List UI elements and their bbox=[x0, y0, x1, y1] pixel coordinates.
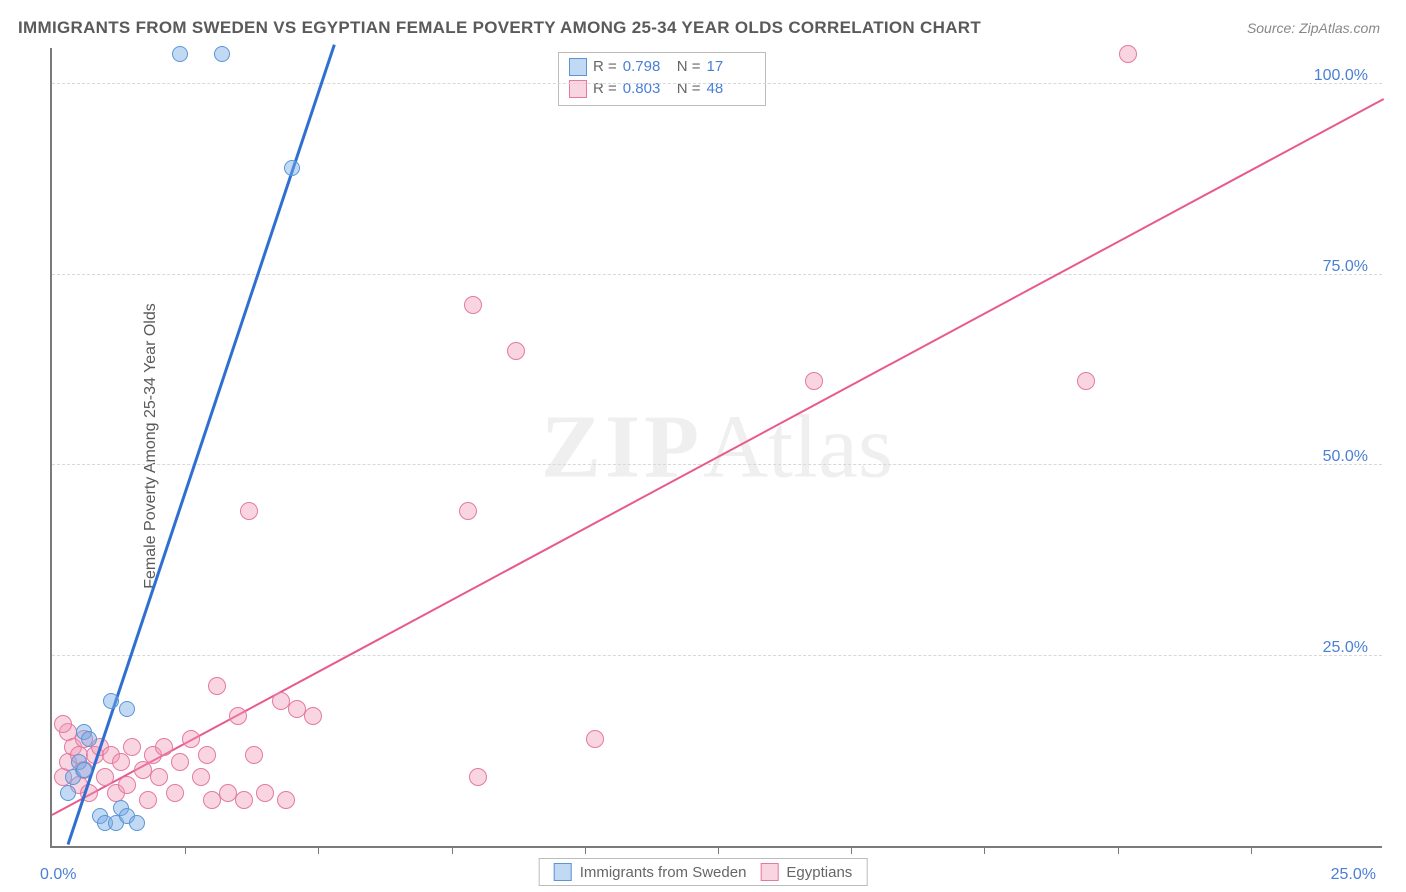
chart-title: IMMIGRANTS FROM SWEDEN VS EGYPTIAN FEMAL… bbox=[18, 18, 981, 38]
data-point-egyptians bbox=[464, 296, 482, 314]
data-point-egyptians bbox=[229, 707, 247, 725]
x-tick bbox=[984, 846, 985, 854]
data-point-egyptians bbox=[277, 791, 295, 809]
data-point-egyptians bbox=[507, 342, 525, 360]
data-point-egyptians bbox=[192, 768, 210, 786]
legend-label-sweden: Immigrants from Sweden bbox=[580, 864, 747, 881]
plot-area: ZIPAtlas R =0.798 N =17 R =0.803 N =48 2… bbox=[50, 48, 1382, 848]
data-point-sweden bbox=[214, 46, 230, 62]
y-tick-label: 100.0% bbox=[1314, 67, 1368, 85]
x-tick bbox=[185, 846, 186, 854]
data-point-egyptians bbox=[139, 791, 157, 809]
data-point-sweden bbox=[284, 160, 300, 176]
data-point-sweden bbox=[81, 731, 97, 747]
r-value-egyptians: 0.803 bbox=[623, 78, 671, 100]
data-point-egyptians bbox=[245, 746, 263, 764]
x-tick bbox=[318, 846, 319, 854]
gridline-h bbox=[52, 464, 1382, 465]
correlation-legend: R =0.798 N =17 R =0.803 N =48 bbox=[558, 52, 766, 106]
legend-item-sweden: Immigrants from Sweden bbox=[554, 863, 747, 881]
data-point-egyptians bbox=[586, 730, 604, 748]
legend-row-sweden: R =0.798 N =17 bbox=[569, 56, 755, 78]
swatch-egyptians-bottom bbox=[760, 863, 778, 881]
data-point-egyptians bbox=[182, 730, 200, 748]
n-value-egyptians: 48 bbox=[707, 78, 755, 100]
data-point-sweden bbox=[119, 701, 135, 717]
trend-line-egyptians bbox=[52, 97, 1385, 815]
data-point-egyptians bbox=[166, 784, 184, 802]
x-tick bbox=[851, 846, 852, 854]
data-point-egyptians bbox=[805, 372, 823, 390]
data-point-sweden bbox=[76, 762, 92, 778]
data-point-egyptians bbox=[171, 753, 189, 771]
data-point-egyptians bbox=[54, 715, 72, 733]
source-attribution: Source: ZipAtlas.com bbox=[1247, 20, 1380, 36]
data-point-sweden bbox=[60, 785, 76, 801]
data-point-egyptians bbox=[235, 791, 253, 809]
data-point-egyptians bbox=[469, 768, 487, 786]
swatch-sweden-bottom bbox=[554, 863, 572, 881]
data-point-egyptians bbox=[123, 738, 141, 756]
legend-row-egyptians: R =0.803 N =48 bbox=[569, 78, 755, 100]
x-axis-min-label: 0.0% bbox=[40, 866, 76, 884]
data-point-egyptians bbox=[1077, 372, 1095, 390]
data-point-egyptians bbox=[1119, 45, 1137, 63]
watermark: ZIPAtlas bbox=[541, 396, 893, 499]
x-tick bbox=[1251, 846, 1252, 854]
gridline-h bbox=[52, 655, 1382, 656]
data-point-egyptians bbox=[256, 784, 274, 802]
data-point-egyptians bbox=[150, 768, 168, 786]
data-point-egyptians bbox=[459, 502, 477, 520]
data-point-egyptians bbox=[304, 707, 322, 725]
legend-item-egyptians: Egyptians bbox=[760, 863, 852, 881]
legend-label-egyptians: Egyptians bbox=[786, 864, 852, 881]
gridline-h bbox=[52, 274, 1382, 275]
x-tick bbox=[1118, 846, 1119, 854]
y-tick-label: 75.0% bbox=[1323, 258, 1368, 276]
swatch-sweden bbox=[569, 58, 587, 76]
y-tick-label: 25.0% bbox=[1323, 639, 1368, 657]
data-point-egyptians bbox=[208, 677, 226, 695]
r-value-sweden: 0.798 bbox=[623, 56, 671, 78]
x-tick bbox=[452, 846, 453, 854]
data-point-sweden bbox=[172, 46, 188, 62]
n-value-sweden: 17 bbox=[707, 56, 755, 78]
series-legend: Immigrants from Sweden Egyptians bbox=[539, 858, 868, 886]
gridline-h bbox=[52, 83, 1382, 84]
data-point-egyptians bbox=[155, 738, 173, 756]
x-tick bbox=[585, 846, 586, 854]
data-point-egyptians bbox=[198, 746, 216, 764]
data-point-egyptians bbox=[240, 502, 258, 520]
x-axis-max-label: 25.0% bbox=[1331, 866, 1376, 884]
data-point-sweden bbox=[103, 693, 119, 709]
y-tick-label: 50.0% bbox=[1323, 448, 1368, 466]
x-tick bbox=[718, 846, 719, 854]
data-point-egyptians bbox=[112, 753, 130, 771]
data-point-sweden bbox=[129, 815, 145, 831]
data-point-egyptians bbox=[118, 776, 136, 794]
